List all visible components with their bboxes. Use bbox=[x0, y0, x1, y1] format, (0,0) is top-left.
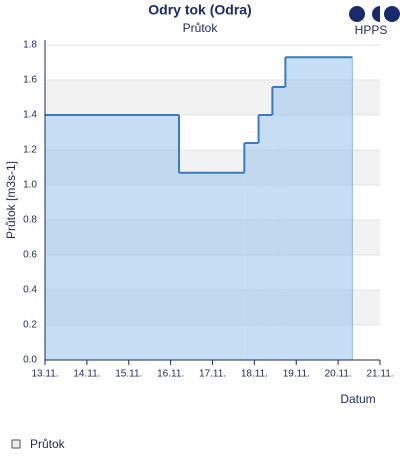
y-axis-title: Průtok [m3s-1] bbox=[4, 161, 18, 239]
y-tick-label: 0.8 bbox=[23, 215, 37, 226]
area-step bbox=[258, 115, 273, 360]
x-tick-label: 19.11. bbox=[283, 369, 310, 380]
area-step bbox=[179, 172, 245, 360]
area-step bbox=[285, 57, 353, 360]
x-tick-label: 17.11. bbox=[199, 369, 226, 380]
area-step bbox=[45, 115, 179, 360]
legend-label: Průtok bbox=[30, 437, 66, 451]
x-axis-title: Datum bbox=[340, 392, 375, 406]
y-tick-label: 0.2 bbox=[23, 320, 37, 331]
y-tick-label: 0.6 bbox=[23, 250, 37, 261]
y-tick-label: 1.2 bbox=[23, 145, 37, 156]
logo: HPPS bbox=[349, 6, 400, 37]
y-tick-label: 0.4 bbox=[23, 285, 37, 296]
legend-swatch bbox=[11, 439, 21, 449]
y-tick-label: 1.0 bbox=[23, 180, 37, 191]
y-tick-label: 1.8 bbox=[23, 40, 37, 51]
area-step bbox=[272, 87, 286, 360]
logo-text: HPPS bbox=[355, 23, 388, 37]
x-tick-label: 21.11. bbox=[366, 369, 393, 380]
x-tick-label: 20.11. bbox=[325, 369, 352, 380]
x-tick-label: 15.11. bbox=[115, 369, 142, 380]
chart-subtitle: Průtok bbox=[183, 21, 219, 35]
y-tick-label: 1.6 bbox=[23, 75, 37, 86]
x-tick-label: 16.11. bbox=[157, 369, 184, 380]
x-tick-label: 18.11. bbox=[241, 369, 268, 380]
area-step bbox=[244, 143, 259, 360]
chart-title: Odry tok (Odra) bbox=[148, 2, 251, 18]
x-tick-label: 14.11. bbox=[73, 369, 100, 380]
x-tick-label: 13.11. bbox=[31, 369, 58, 380]
y-tick-label: 1.4 bbox=[23, 110, 37, 121]
y-tick-label: 0.0 bbox=[23, 355, 37, 366]
